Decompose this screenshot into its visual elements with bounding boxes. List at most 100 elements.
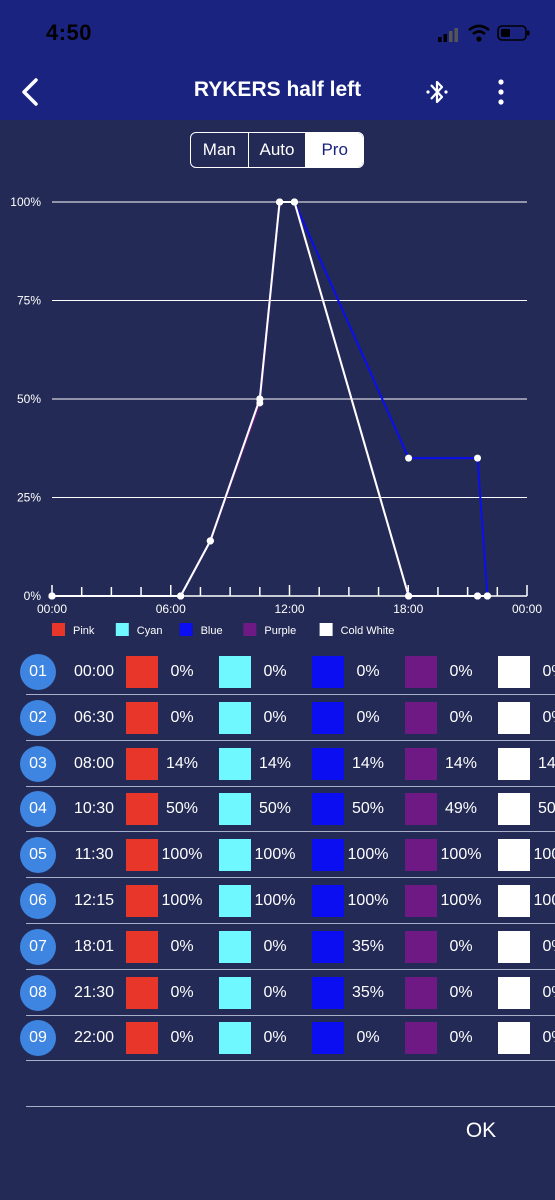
- channel-value[interactable]: 0%: [356, 1029, 380, 1047]
- channel-swatch-cold-white: [498, 930, 530, 963]
- point-index-badge[interactable]: 05: [20, 837, 56, 874]
- legend-label: Cold White: [341, 625, 395, 637]
- schedule-row[interactable]: 04 10:30 50% 50% 50% 49% 50%: [20, 787, 555, 833]
- channel-value[interactable]: 100%: [533, 892, 555, 909]
- ok-button[interactable]: OK: [465, 1119, 497, 1142]
- point-time[interactable]: 06:30: [73, 708, 115, 726]
- data-point: [177, 592, 185, 600]
- schedule-row[interactable]: 08 21:30 0% 0% 35% 0% 0%: [20, 971, 555, 1016]
- channel-value[interactable]: 0%: [263, 983, 287, 1001]
- channel-swatch-cold-white: [498, 839, 530, 872]
- schedule-row[interactable]: 07 18:01 0% 0% 35% 0% 0%: [20, 925, 555, 970]
- channel-value[interactable]: 50%: [258, 800, 292, 818]
- channel-value[interactable]: 0%: [263, 663, 287, 680]
- channel-value[interactable]: 0%: [542, 1029, 555, 1047]
- channel-value[interactable]: 100%: [254, 892, 296, 909]
- nav-bar: RYKERS half left: [0, 64, 555, 120]
- channel-value[interactable]: 0%: [263, 708, 287, 726]
- channel-value[interactable]: 0%: [170, 663, 194, 680]
- point-time[interactable]: 21:30: [73, 983, 115, 1001]
- channel-value[interactable]: 0%: [170, 1029, 194, 1047]
- channel-swatch-purple: [405, 1022, 437, 1055]
- tab-auto[interactable]: Auto: [249, 133, 307, 167]
- channel-value[interactable]: 0%: [263, 937, 287, 955]
- point-index-badge[interactable]: 06: [20, 883, 56, 919]
- channel-value[interactable]: 14%: [351, 754, 385, 772]
- channel-value[interactable]: 0%: [356, 663, 380, 680]
- wifi-icon: [468, 24, 490, 42]
- channel-value[interactable]: 0%: [170, 983, 194, 1001]
- status-time: 4:50: [46, 20, 93, 45]
- channel-swatch-purple: [405, 793, 437, 826]
- point-index-badge[interactable]: 01: [20, 654, 56, 690]
- channel-value[interactable]: 50%: [165, 800, 199, 818]
- y-tick-label: 75%: [17, 294, 41, 308]
- channel-value[interactable]: 100%: [440, 892, 482, 909]
- channel-value[interactable]: 100%: [161, 846, 203, 864]
- point-index-badge[interactable]: 04: [20, 791, 56, 828]
- channel-value[interactable]: 100%: [347, 846, 389, 864]
- channel-value[interactable]: 14%: [444, 754, 478, 772]
- data-point: [206, 537, 214, 545]
- channel-value[interactable]: 35%: [351, 983, 385, 1001]
- channel-value[interactable]: 0%: [449, 663, 473, 680]
- channel-value[interactable]: 50%: [537, 800, 555, 818]
- channel-value[interactable]: 0%: [449, 983, 473, 1001]
- point-index-badge[interactable]: 02: [20, 699, 56, 736]
- legend-swatch: [52, 623, 65, 636]
- channel-value[interactable]: 49%: [444, 800, 478, 818]
- point-time[interactable]: 00:00: [73, 663, 115, 680]
- legend-swatch: [243, 623, 257, 636]
- point-index-badge[interactable]: 07: [20, 928, 56, 965]
- schedule-row[interactable]: 03 08:00 14% 14% 14% 14% 14%: [20, 742, 555, 787]
- data-point: [276, 198, 284, 206]
- channel-value[interactable]: 0%: [449, 1029, 473, 1047]
- point-time[interactable]: 08:00: [73, 754, 115, 772]
- channel-value[interactable]: 0%: [449, 937, 473, 955]
- legend-swatch: [115, 623, 129, 636]
- channel-value[interactable]: 0%: [542, 708, 555, 726]
- channel-value[interactable]: 0%: [449, 708, 473, 726]
- channel-value[interactable]: 100%: [533, 846, 555, 864]
- back-button[interactable]: [14, 72, 54, 112]
- schedule-row[interactable]: 02 06:30 0% 0% 0% 0% 0%: [20, 696, 555, 741]
- channel-value[interactable]: 14%: [537, 754, 555, 772]
- schedule-row[interactable]: 06 12:15 100% 100% 100% 100% 100%: [20, 879, 555, 924]
- point-time[interactable]: 11:30: [74, 846, 114, 864]
- channel-value[interactable]: 0%: [170, 937, 194, 955]
- channel-value[interactable]: 14%: [165, 754, 199, 772]
- point-time[interactable]: 22:00: [73, 1029, 115, 1047]
- channel-value[interactable]: 0%: [356, 708, 380, 726]
- channel-value[interactable]: 14%: [258, 754, 292, 772]
- channel-value[interactable]: 0%: [263, 1029, 287, 1047]
- channel-value[interactable]: 0%: [542, 983, 555, 1001]
- channel-value[interactable]: 0%: [170, 708, 194, 726]
- channel-swatch-blue: [312, 747, 344, 780]
- point-time[interactable]: 10:30: [73, 800, 115, 818]
- channel-value[interactable]: 50%: [351, 800, 385, 818]
- point-index-badge[interactable]: 03: [20, 745, 56, 782]
- schedule-row[interactable]: 01 00:00 0% 0% 0% 0% 0%: [20, 650, 555, 695]
- point-index-badge[interactable]: 08: [20, 974, 56, 1011]
- legend-swatch: [179, 623, 193, 636]
- y-tick-label: 100%: [10, 195, 41, 209]
- channel-value[interactable]: 35%: [351, 937, 385, 955]
- channel-value[interactable]: 0%: [542, 937, 555, 955]
- channel-value[interactable]: 100%: [347, 892, 389, 909]
- schedule-row[interactable]: 05 11:30 100% 100% 100% 100% 100%: [20, 833, 555, 879]
- more-button[interactable]: [488, 72, 514, 112]
- channel-value[interactable]: 100%: [440, 846, 482, 864]
- channel-swatch-pink: [126, 747, 158, 780]
- point-time[interactable]: 12:15: [73, 892, 115, 909]
- point-index-badge[interactable]: 09: [20, 1020, 56, 1057]
- tab-pro[interactable]: Pro: [306, 133, 363, 167]
- channel-swatch-cold-white: [498, 656, 530, 688]
- schedule-row[interactable]: 09 22:00 0% 0% 0% 0% 0%: [20, 1016, 555, 1062]
- bluetooth-button[interactable]: [420, 72, 454, 112]
- tab-man[interactable]: Man: [191, 133, 249, 167]
- channel-value[interactable]: 0%: [542, 663, 555, 680]
- point-time[interactable]: 18:01: [73, 937, 115, 955]
- channel-value[interactable]: 100%: [161, 892, 203, 909]
- channel-value[interactable]: 100%: [254, 846, 296, 864]
- data-point: [483, 592, 491, 600]
